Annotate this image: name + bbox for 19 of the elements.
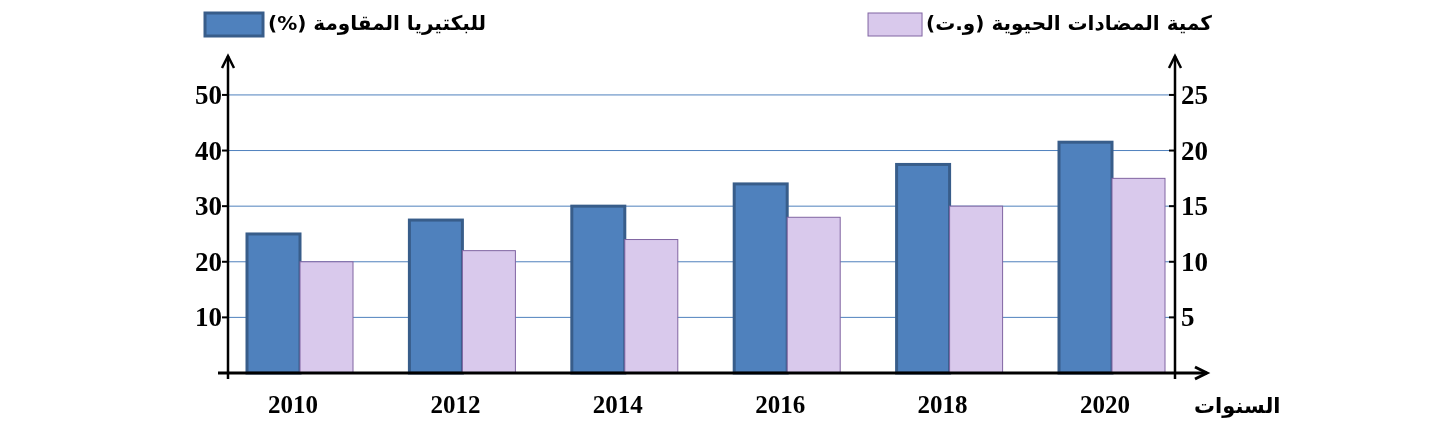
- x-axis-title: السنوات: [1194, 394, 1281, 418]
- x-tick-label: 2020: [1080, 391, 1130, 418]
- y-tick-label: 40: [195, 135, 222, 166]
- y2-tick-label: 20: [1181, 135, 1208, 166]
- y2-tick-label: 15: [1181, 191, 1208, 222]
- x-tick-label: 2014: [592, 391, 644, 418]
- y-tick-label: 50: [195, 79, 222, 110]
- y2-tick-label: 25: [1181, 79, 1208, 110]
- y2-tick-label: 5: [1181, 302, 1195, 333]
- y-tick-label: 20: [195, 246, 222, 277]
- x-tick-label: 2012: [430, 391, 481, 418]
- legend-label: كمية المضادات الحيوية (و.ت): [926, 11, 1213, 35]
- x-tick-label: 2018: [917, 391, 968, 418]
- y-tick-label: 30: [195, 191, 222, 222]
- x-tick-label: 2016: [755, 391, 806, 418]
- y2-tick-label: 10: [1181, 246, 1208, 277]
- y-tick-label: 10: [195, 302, 222, 333]
- legend-label: للبكتيريا المقاومة (%): [268, 11, 487, 35]
- x-tick-label: 2010: [268, 391, 318, 418]
